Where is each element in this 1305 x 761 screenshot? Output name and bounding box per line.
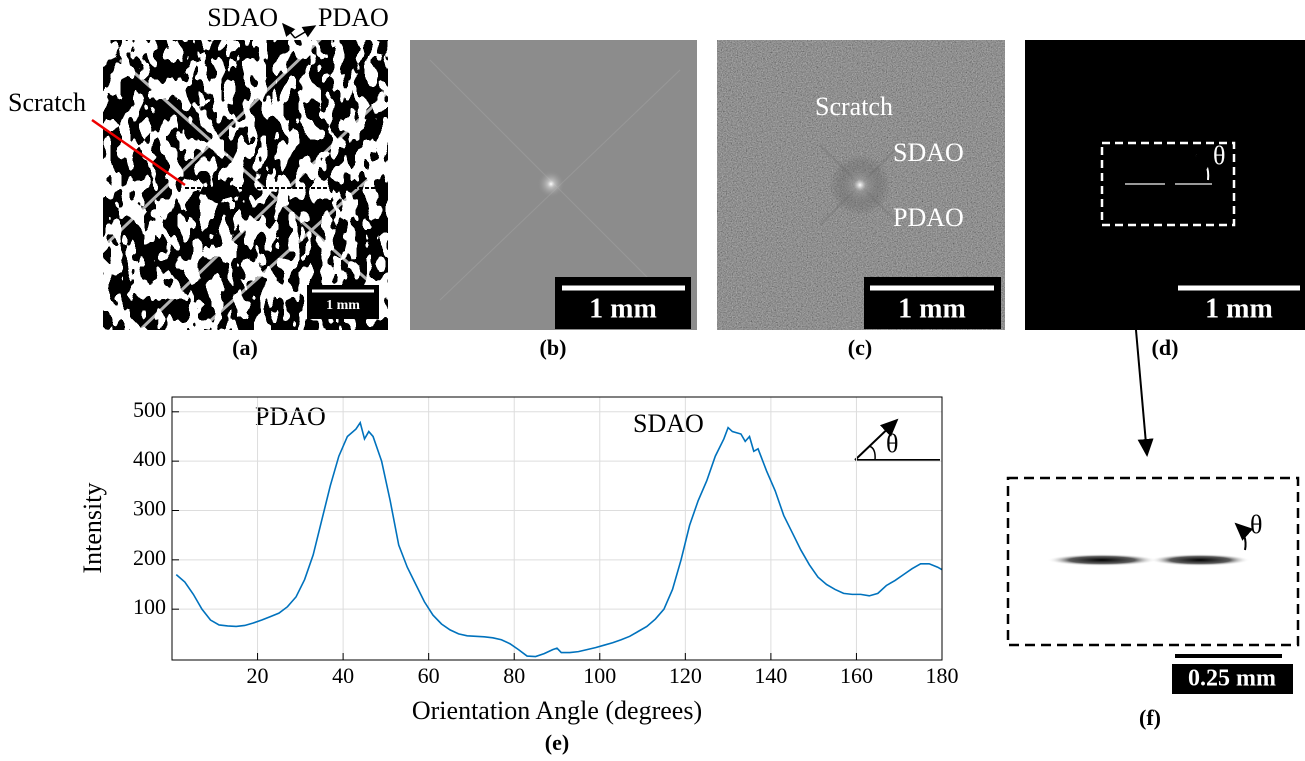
panel-e: Intensity Orientation Angle (degrees) PD…: [78, 397, 959, 755]
label: Scratch: [815, 92, 893, 121]
panel-c: Scratch SDAO PDAO 1 mm (c): [717, 40, 1005, 360]
y-tick-label: 100: [133, 594, 166, 619]
arrow: [295, 26, 315, 38]
caption: (b): [540, 335, 567, 360]
panel-d: θ 1 mm (d): [1025, 40, 1305, 455]
filter-lobe: [1150, 554, 1250, 566]
center-peak: [537, 170, 565, 198]
plot-area: [172, 397, 942, 660]
x-tick-label: 140: [754, 663, 787, 688]
x-tick-label: 120: [669, 663, 702, 688]
x-tick-label: 80: [503, 663, 525, 688]
caption: (d): [1152, 335, 1179, 360]
x-tick-label: 60: [418, 663, 440, 688]
annotation: θ: [886, 429, 898, 458]
annotation: PDAO: [255, 402, 326, 431]
panel-a: Scratch SDAO PDAO 1 mm (a): [8, 3, 390, 360]
x-tick-label: 160: [840, 663, 873, 688]
x-tick-label: 40: [332, 663, 354, 688]
x-tick-label: 180: [926, 663, 959, 688]
caption: (e): [545, 730, 569, 755]
panel-b: 1 mm (b): [410, 40, 697, 360]
y-axis-label: Intensity: [78, 483, 107, 574]
scale-label: 1 mm: [1205, 293, 1273, 324]
scale-label: 1 mm: [589, 293, 657, 324]
label: θ: [1213, 141, 1225, 170]
label: SDAO: [207, 3, 278, 32]
arrow: [283, 24, 295, 38]
y-tick-label: 500: [133, 397, 166, 422]
caption: (a): [232, 335, 258, 360]
angle-arrow: [1236, 524, 1246, 550]
label: PDAO: [318, 3, 389, 32]
x-tick-label: 20: [247, 663, 269, 688]
x-axis-label: Orientation Angle (degrees): [412, 696, 702, 725]
panel-f: θ 0.25 mm (f): [1008, 478, 1298, 730]
label: PDAO: [893, 203, 964, 232]
y-tick-label: 400: [133, 446, 166, 471]
scale-label: 1 mm: [326, 298, 360, 313]
figure: Scratch SDAO PDAO 1 mm (a) 1 mm (b) Scra…: [0, 0, 1305, 761]
label: θ: [1250, 510, 1262, 539]
annotation: SDAO: [633, 409, 704, 438]
scale-label: 1 mm: [898, 293, 966, 324]
label: Scratch: [8, 88, 86, 117]
caption: (f): [1139, 705, 1161, 730]
caption: (c): [848, 335, 872, 360]
y-tick-label: 200: [133, 545, 166, 570]
y-tick-label: 300: [133, 496, 166, 521]
scale-label: 0.25 mm: [1188, 666, 1276, 692]
center-peak: [830, 155, 890, 215]
label: SDAO: [893, 138, 964, 167]
filter-lobe: [1047, 554, 1157, 566]
x-tick-label: 100: [583, 663, 616, 688]
